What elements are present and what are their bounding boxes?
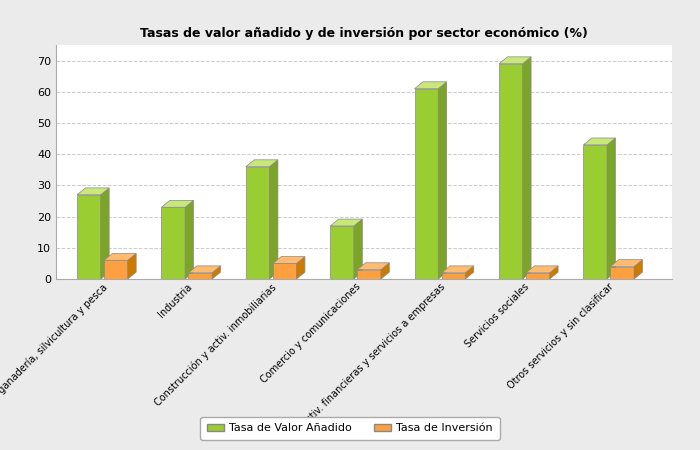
Polygon shape <box>246 166 270 279</box>
Polygon shape <box>583 138 615 145</box>
Polygon shape <box>550 266 558 279</box>
Polygon shape <box>77 195 101 279</box>
Polygon shape <box>357 263 389 270</box>
Polygon shape <box>246 160 278 166</box>
Polygon shape <box>212 266 220 279</box>
Polygon shape <box>185 200 193 279</box>
Polygon shape <box>101 188 109 279</box>
Polygon shape <box>607 138 615 279</box>
Polygon shape <box>523 57 531 279</box>
Polygon shape <box>610 260 643 266</box>
Polygon shape <box>526 266 558 273</box>
Polygon shape <box>162 200 193 207</box>
Polygon shape <box>127 253 136 279</box>
Polygon shape <box>104 253 136 260</box>
Polygon shape <box>466 266 474 279</box>
Polygon shape <box>438 82 447 279</box>
Polygon shape <box>526 273 550 279</box>
Polygon shape <box>442 273 466 279</box>
Legend: Tasa de Valor Añadido, Tasa de Inversión: Tasa de Valor Añadido, Tasa de Inversión <box>200 417 500 440</box>
Polygon shape <box>442 266 474 273</box>
Polygon shape <box>357 270 381 279</box>
Polygon shape <box>162 207 185 279</box>
Polygon shape <box>583 145 607 279</box>
Polygon shape <box>634 260 643 279</box>
Title: Tasas de valor añadido y de inversión por sector económico (%): Tasas de valor añadido y de inversión po… <box>140 27 588 40</box>
Polygon shape <box>273 256 305 263</box>
Polygon shape <box>414 89 438 279</box>
Polygon shape <box>188 273 212 279</box>
Polygon shape <box>188 266 220 273</box>
Polygon shape <box>77 188 109 195</box>
Polygon shape <box>610 266 634 279</box>
Polygon shape <box>499 57 531 64</box>
Polygon shape <box>330 226 354 279</box>
Polygon shape <box>297 256 305 279</box>
Polygon shape <box>354 219 363 279</box>
Polygon shape <box>381 263 389 279</box>
Polygon shape <box>273 263 297 279</box>
Polygon shape <box>270 160 278 279</box>
Polygon shape <box>330 219 363 226</box>
Polygon shape <box>499 64 523 279</box>
Polygon shape <box>414 82 447 89</box>
Polygon shape <box>104 260 127 279</box>
